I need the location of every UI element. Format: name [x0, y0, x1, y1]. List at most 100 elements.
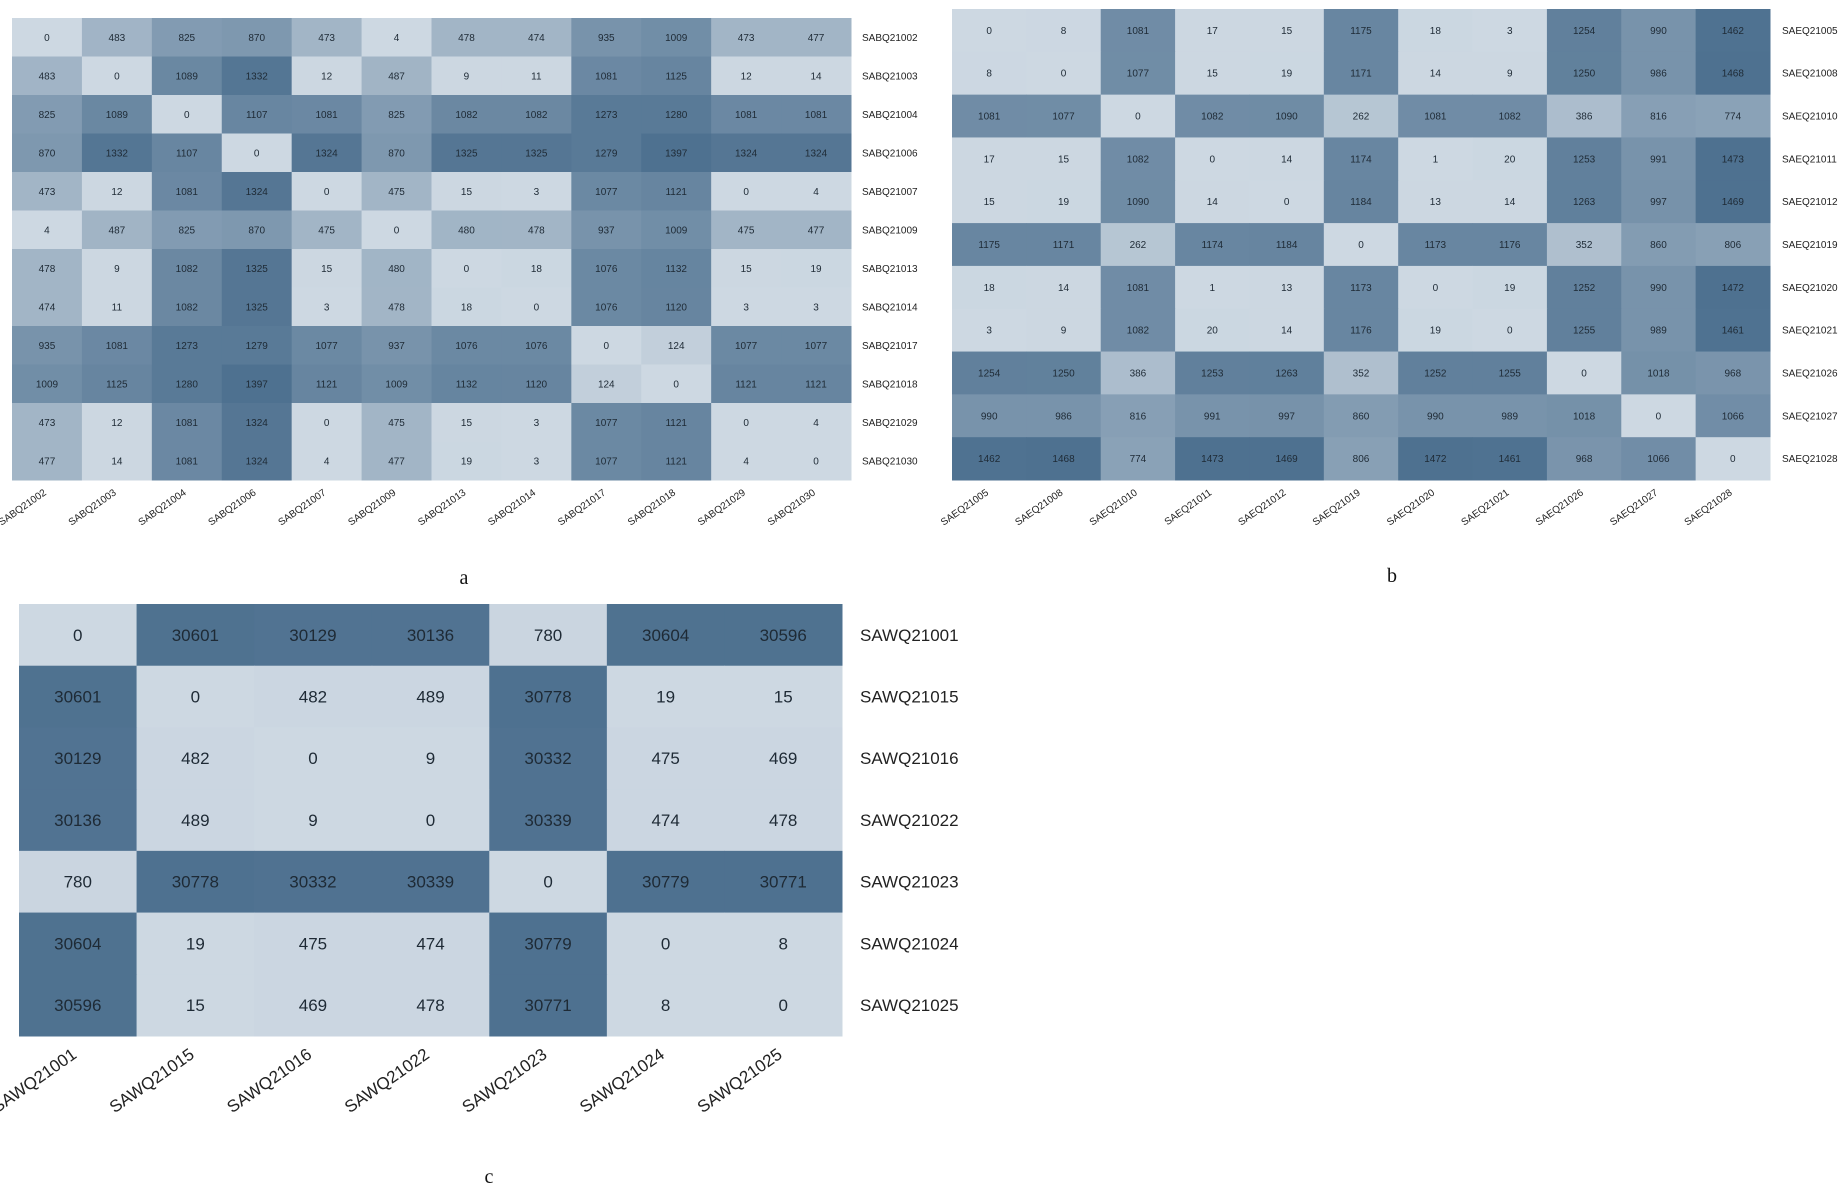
heatmap-cell	[371, 789, 490, 852]
cell-value-label: 487	[388, 71, 405, 82]
cell-value-label: 14	[1207, 197, 1219, 208]
heatmap-cell	[151, 287, 223, 327]
cell-value-label: 9	[1061, 326, 1067, 337]
heatmap-cell	[431, 133, 502, 173]
cell-value-label: 1469	[1722, 197, 1745, 208]
cell-value-label: 1077	[595, 418, 618, 429]
cell-value-label: 30778	[172, 873, 219, 892]
cell-value-label: 1184	[1276, 240, 1298, 251]
cell-value-label: 1273	[176, 341, 199, 352]
cell-value-label: 1324	[246, 418, 269, 429]
cell-value-label: 1255	[1573, 326, 1596, 337]
heatmap-cell	[1100, 351, 1176, 395]
cell-value-label: 15	[774, 688, 793, 707]
heatmap-cell	[1546, 94, 1622, 138]
cell-value-label: 1082	[1127, 326, 1150, 337]
heatmap-cell	[151, 403, 223, 442]
column-label: SAWQ21024	[576, 1045, 668, 1117]
heatmap-cell	[1249, 137, 1325, 181]
heatmap-cell	[724, 912, 843, 975]
heatmap-cell	[361, 403, 432, 442]
heatmap-cell	[1249, 265, 1325, 310]
cell-value-label: 0	[1730, 454, 1736, 465]
row-label: SAWQ21001	[860, 626, 959, 645]
heatmap-cell	[1175, 51, 1250, 96]
cell-value-label: 352	[1353, 368, 1370, 379]
cell-value-label: 0	[324, 418, 330, 429]
heatmap-cell	[711, 18, 782, 57]
cell-value-label: 1125	[665, 71, 687, 82]
cell-value-label: 1324	[805, 148, 828, 159]
heatmap-cell	[1323, 437, 1399, 481]
heatmap-cell	[1100, 308, 1176, 353]
heatmap-cell	[1323, 308, 1399, 353]
heatmap-cell	[431, 364, 502, 404]
heatmap-cell	[1249, 94, 1325, 138]
cell-value-label: 3	[534, 456, 540, 467]
heatmap-cell	[781, 172, 852, 211]
cell-value-label: 0	[1507, 326, 1513, 337]
cell-value-label: 386	[1130, 368, 1147, 379]
heatmap-cell	[952, 437, 1027, 481]
heatmap-cell	[1100, 223, 1176, 267]
heatmap-cell	[1398, 265, 1474, 310]
cell-value-label: 1171	[1053, 240, 1075, 251]
cell-value-label: 477	[808, 225, 825, 236]
heatmap-cell	[81, 95, 153, 134]
heatmap-cell	[12, 95, 83, 134]
heatmap-cell	[724, 727, 843, 790]
heatmap-cell	[151, 326, 223, 365]
row-label: SAEQ21028	[1782, 454, 1838, 465]
heatmap-cell	[501, 210, 572, 250]
cell-value-label: 1176	[1499, 240, 1521, 251]
cell-value-label: 9	[114, 264, 120, 275]
heatmap-cell	[254, 604, 373, 667]
cell-value-label: 1077	[595, 456, 618, 467]
cell-value-label: 483	[39, 71, 56, 82]
heatmap-cell	[606, 604, 725, 667]
cell-value-label: 30332	[524, 749, 571, 768]
cell-value-label: 1252	[1573, 283, 1596, 294]
heatmap-cell	[1323, 351, 1399, 395]
heatmap-cell	[221, 56, 293, 96]
cell-value-label: 478	[388, 302, 405, 313]
heatmap-cell	[431, 95, 502, 134]
heatmap-cell	[1546, 51, 1622, 96]
row-label: SAEQ21012	[1782, 197, 1838, 208]
column-label: SAEQ21010	[1088, 487, 1140, 528]
cell-value-label: 30596	[760, 626, 807, 645]
heatmap-cell	[1621, 308, 1697, 353]
heatmap-cell	[1472, 9, 1548, 53]
cell-value-label: 990	[1650, 26, 1667, 37]
heatmap-cell	[571, 210, 642, 250]
heatmap-cell	[1175, 180, 1250, 224]
heatmap-cell	[371, 974, 490, 1037]
heatmap-cell	[1026, 265, 1102, 310]
column-label: SABQ21004	[137, 487, 189, 528]
cell-value-label: 0	[426, 811, 435, 830]
cell-value-label: 474	[39, 302, 56, 313]
cell-value-label: 1081	[176, 187, 199, 198]
heatmap-cell	[1175, 265, 1250, 310]
heatmap-cell	[151, 172, 223, 211]
heatmap-cell	[571, 403, 642, 442]
heatmap-cell	[1026, 94, 1102, 138]
heatmap-cell	[361, 18, 432, 57]
heatmap-cell	[221, 287, 293, 327]
heatmap-cell	[1026, 51, 1102, 96]
row-label: SABQ21006	[862, 148, 918, 159]
heatmap-cell	[12, 56, 83, 96]
heatmap-cell	[1695, 265, 1771, 310]
cell-value-label: 1081	[805, 110, 828, 121]
cell-value-label: 477	[808, 33, 825, 44]
heatmap-cell	[781, 249, 852, 288]
heatmap-cell	[1472, 265, 1548, 310]
row-label: SAEQ21026	[1782, 368, 1838, 379]
cell-value-label: 3	[534, 418, 540, 429]
heatmap-cell	[641, 441, 712, 481]
cell-value-label: 937	[598, 225, 615, 236]
heatmap-cell	[781, 287, 852, 327]
cell-value-label: 478	[458, 33, 475, 44]
cell-value-label: 469	[299, 996, 327, 1015]
heatmap-cell	[151, 133, 223, 173]
